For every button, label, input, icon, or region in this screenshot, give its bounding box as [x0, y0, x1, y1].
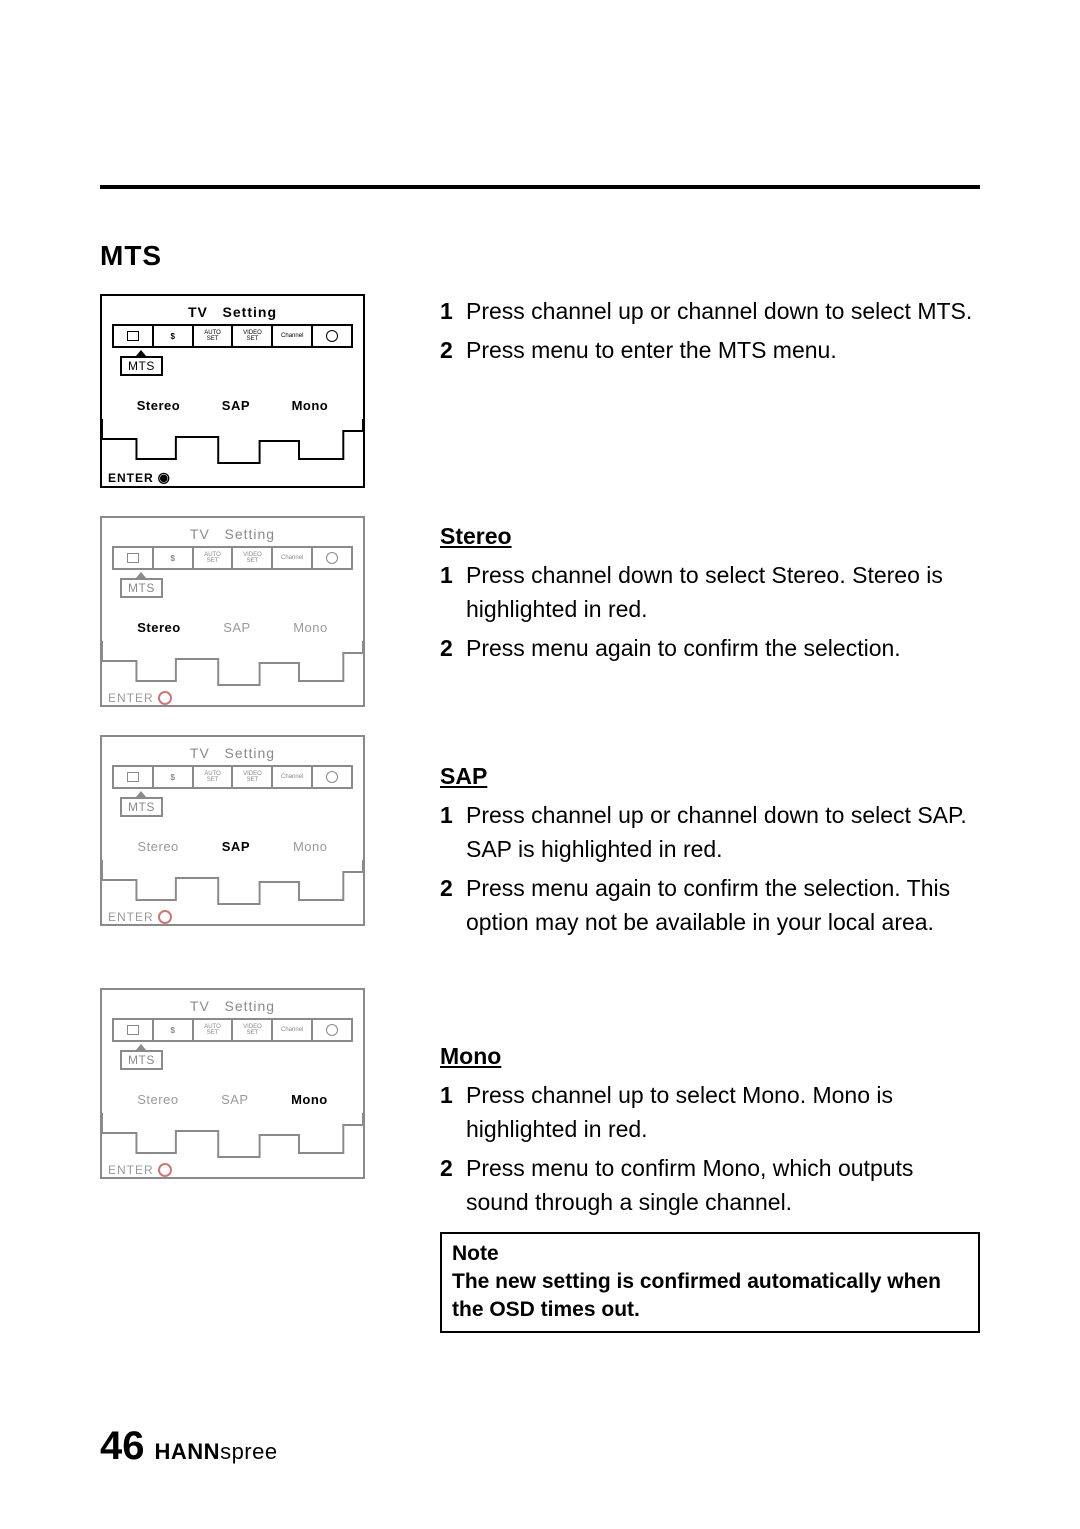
brand-logo: HANNspree — [155, 1439, 278, 1465]
osd-enter-label: ENTER — [102, 906, 363, 926]
note-label: Note — [452, 1240, 968, 1268]
osd-option: SAP — [223, 620, 251, 635]
osd-diagram: TV Setting AUTOSETVIDEOSETChannel MTS St… — [100, 735, 365, 926]
osd-option: Stereo — [137, 1092, 178, 1107]
auto-set-icon: AUTOSET — [194, 767, 234, 787]
auto-set-icon: AUTOSET — [194, 1020, 234, 1040]
osd-castellation — [102, 1113, 363, 1159]
osd-diagram: TV Setting AUTOSETVIDEOSETChannel MTS St… — [100, 988, 365, 1179]
osd-options: Stereo SAP Mono — [116, 1092, 349, 1107]
auto-set-icon: AUTOSET — [194, 548, 234, 568]
diagram-column: TV Setting AUTOSETVIDEOSETChannel MTS St… — [100, 294, 400, 1333]
osd-header: TV Setting — [112, 998, 353, 1014]
tv-icon — [114, 548, 154, 568]
channel-icon: Channel — [273, 767, 313, 787]
stereo-heading: Stereo — [440, 519, 980, 554]
intro-step-1: Press channel up or channel down to sele… — [466, 294, 980, 329]
video-set-icon: VIDEOSET — [233, 1020, 273, 1040]
video-set-icon: VIDEOSET — [233, 326, 273, 346]
osd-option: SAP — [222, 839, 250, 854]
mono-section: Mono 1Press channel up to select Mono. M… — [440, 1039, 980, 1220]
osd-option: Mono — [291, 1092, 328, 1107]
tv-icon — [114, 326, 154, 346]
intro-section: 1Press channel up or channel down to sel… — [440, 294, 980, 479]
osd-option: SAP — [222, 398, 250, 413]
page-content: MTS TV Setting AUTOSETVIDEOSETChannel MT… — [100, 240, 980, 1333]
osd-castellation — [102, 419, 363, 465]
osd-option: Stereo — [137, 620, 180, 635]
note-text: The new setting is confirmed automatical… — [452, 1268, 968, 1325]
osd-tabrow: AUTOSETVIDEOSETChannel — [112, 324, 353, 348]
page-number: 46 — [100, 1424, 145, 1469]
tv-icon — [114, 1020, 154, 1040]
video-set-icon: VIDEOSET — [233, 767, 273, 787]
stereo-step-1: Press channel down to select Stereo. Ste… — [466, 558, 980, 627]
osd-castellation — [102, 860, 363, 906]
globe-icon — [313, 326, 351, 346]
auto-set-icon: AUTOSET — [194, 326, 234, 346]
globe-icon — [313, 548, 351, 568]
osd-option: Mono — [292, 398, 329, 413]
osd-enter-label: ENTER ◉ — [102, 465, 363, 488]
osd-options: Stereo SAP Mono — [116, 620, 349, 635]
note-box: Note The new setting is confirmed automa… — [440, 1232, 980, 1333]
osd-options: Stereo SAP Mono — [116, 839, 349, 854]
osd-option: SAP — [221, 1092, 249, 1107]
intro-step-2: Press menu to enter the MTS menu. — [466, 333, 980, 368]
globe-icon — [313, 767, 351, 787]
sap-section: SAP 1Press channel up or channel down to… — [440, 759, 980, 999]
osd-option: Mono — [293, 839, 328, 854]
osd-enter-label: ENTER — [102, 687, 363, 707]
channel-icon: Channel — [273, 326, 313, 346]
osd-mts-badge: MTS — [120, 356, 163, 376]
osd-header: TV Setting — [112, 526, 353, 542]
osd-mts-badge: MTS — [120, 797, 163, 817]
osd-mts-badge: MTS — [120, 578, 163, 598]
dollar-icon — [154, 1020, 194, 1040]
page-footer: 46 HANNspree — [100, 1424, 278, 1469]
sap-step-2: Press menu again to confirm the selectio… — [466, 871, 980, 940]
mono-step-1: Press channel up to select Mono. Mono is… — [466, 1078, 980, 1147]
osd-header: TV Setting — [112, 304, 353, 320]
osd-option: Stereo — [137, 839, 178, 854]
osd-tabrow: AUTOSETVIDEOSETChannel — [112, 765, 353, 789]
osd-diagram: TV Setting AUTOSETVIDEOSETChannel MTS St… — [100, 516, 365, 707]
osd-option: Stereo — [137, 398, 180, 413]
osd-header: TV Setting — [112, 745, 353, 761]
sap-step-1: Press channel up or channel down to sele… — [466, 798, 980, 867]
stereo-section: Stereo 1Press channel down to select Ste… — [440, 519, 980, 719]
horizontal-rule — [100, 185, 980, 189]
osd-diagram: TV Setting AUTOSETVIDEOSETChannel MTS St… — [100, 294, 365, 488]
channel-icon: Channel — [273, 548, 313, 568]
dollar-icon — [154, 767, 194, 787]
mono-heading: Mono — [440, 1039, 980, 1074]
osd-option: Mono — [293, 620, 328, 635]
dollar-icon — [154, 326, 194, 346]
video-set-icon: VIDEOSET — [233, 548, 273, 568]
sap-heading: SAP — [440, 759, 980, 794]
osd-castellation — [102, 641, 363, 687]
mono-step-2: Press menu to confirm Mono, which output… — [466, 1151, 980, 1220]
text-column: 1Press channel up or channel down to sel… — [400, 294, 980, 1333]
osd-options: Stereo SAP Mono — [116, 398, 349, 413]
osd-mts-badge: MTS — [120, 1050, 163, 1070]
globe-icon — [313, 1020, 351, 1040]
channel-icon: Channel — [273, 1020, 313, 1040]
osd-tabrow: AUTOSETVIDEOSETChannel — [112, 1018, 353, 1042]
tv-icon — [114, 767, 154, 787]
osd-enter-label: ENTER — [102, 1159, 363, 1179]
dollar-icon — [154, 548, 194, 568]
section-title: MTS — [100, 240, 980, 272]
osd-tabrow: AUTOSETVIDEOSETChannel — [112, 546, 353, 570]
stereo-step-2: Press menu again to confirm the selectio… — [466, 631, 980, 666]
